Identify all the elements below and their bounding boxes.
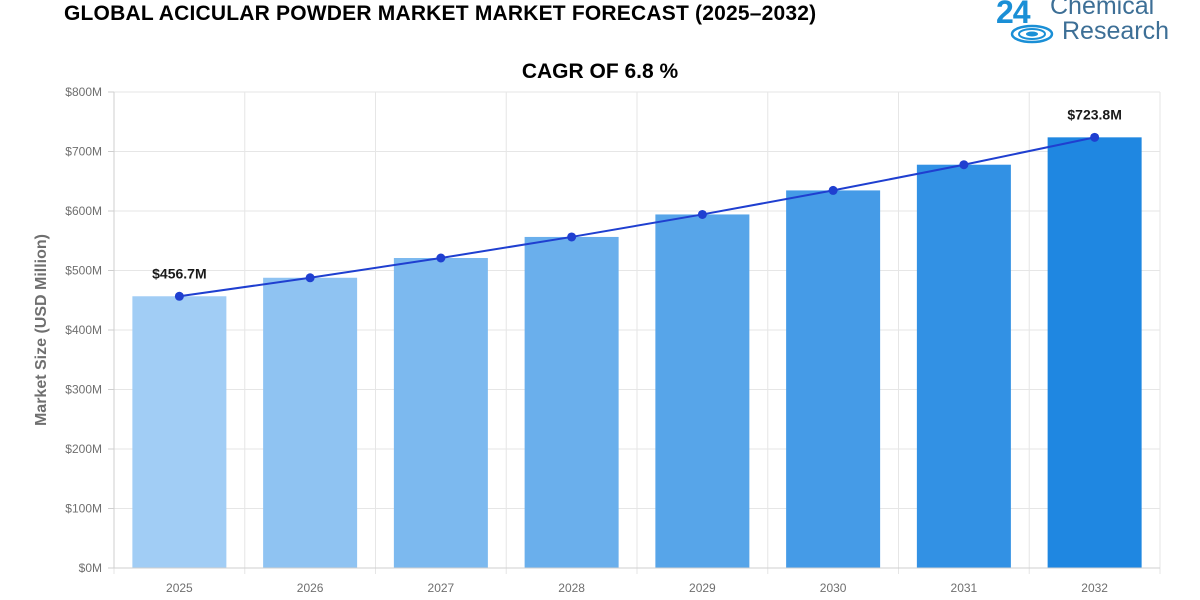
y-tick-label: $100M bbox=[65, 502, 102, 516]
page-title: GLOBAL ACICULAR POWDER MARKET MARKET FOR… bbox=[64, 2, 817, 25]
trend-point-2029 bbox=[697, 209, 707, 219]
logo-line-2: Research bbox=[1062, 17, 1169, 45]
trend-point-2030 bbox=[828, 185, 838, 195]
y-tick-label: $500M bbox=[65, 264, 102, 278]
chart-axes: $0M $100M $200M $300M $400M $500M $600M $700M $8… bbox=[65, 85, 1160, 595]
y-tick-label: $800M bbox=[65, 85, 102, 99]
y-tick-label: $600M bbox=[65, 204, 102, 218]
trend-point-2031 bbox=[959, 160, 969, 170]
bar-2025 bbox=[132, 296, 227, 568]
cagr-subtitle: CAGR OF 6.8 % bbox=[521, 60, 679, 83]
bar-2028 bbox=[524, 236, 619, 568]
chart-bars bbox=[132, 137, 1142, 569]
y-tick-label: $200M bbox=[65, 442, 102, 456]
bar-2029 bbox=[655, 214, 750, 569]
bar-2031 bbox=[916, 164, 1011, 569]
x-tick-label: 2030 bbox=[820, 581, 847, 595]
bar-2030 bbox=[786, 190, 881, 568]
x-tick-label: 2029 bbox=[689, 581, 716, 595]
chart-trend-line bbox=[174, 132, 1100, 301]
x-tick-label: 2026 bbox=[297, 581, 324, 595]
chart-labels: $456.7M $723.8M Market Size (USD Million) bbox=[33, 106, 1122, 426]
x-tick-label: 2032 bbox=[1081, 581, 1108, 595]
data-label-2032: $723.8M bbox=[1067, 106, 1121, 122]
x-tick-label: 2028 bbox=[558, 581, 585, 595]
logo-number: 24 bbox=[996, 0, 1031, 30]
trend-point-2027 bbox=[436, 253, 446, 263]
y-tick-label: $300M bbox=[65, 383, 102, 397]
bar-2032 bbox=[1047, 137, 1142, 569]
trend-point-2025 bbox=[174, 291, 184, 301]
y-tick-label: $0M bbox=[79, 561, 102, 575]
x-tick-label: 2027 bbox=[428, 581, 455, 595]
y-tick-label: $400M bbox=[65, 323, 102, 337]
logo-line-1: Chemical bbox=[1050, 0, 1155, 20]
trend-line bbox=[179, 136, 1095, 298]
bar-2027 bbox=[393, 258, 488, 568]
data-label-2025: $456.7M bbox=[152, 265, 206, 281]
y-axis-label: Market Size (USD Million) bbox=[33, 234, 50, 426]
bar-2026 bbox=[263, 277, 358, 568]
trend-point-2026 bbox=[305, 273, 315, 283]
brand-logo: 24 Chemical Research bbox=[994, 0, 1194, 46]
trend-point-2028 bbox=[567, 232, 577, 242]
trend-point-2032 bbox=[1090, 132, 1100, 142]
x-tick-label: 2031 bbox=[951, 581, 978, 595]
y-tick-label: $700M bbox=[65, 145, 102, 159]
x-tick-label: 2025 bbox=[166, 581, 193, 595]
logo-wave-icon bbox=[1010, 24, 1054, 44]
